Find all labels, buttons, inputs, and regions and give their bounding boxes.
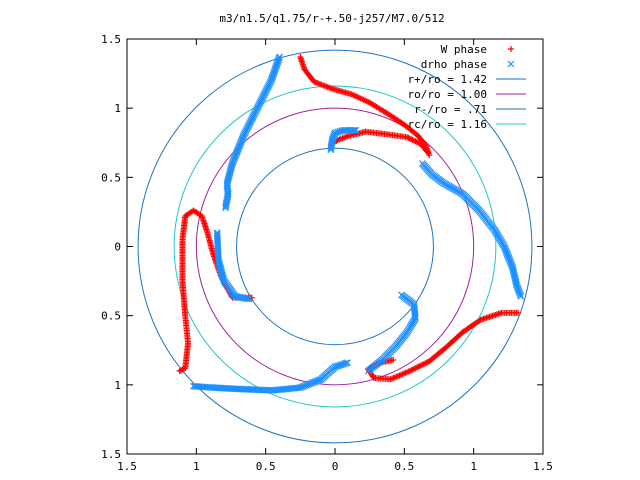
legend-label: r-/ro = .71 bbox=[414, 103, 487, 116]
w-phase-point bbox=[413, 139, 420, 146]
w-phase-point bbox=[415, 139, 422, 146]
legend-label: W phase bbox=[441, 43, 487, 56]
legend-label: r+/ro = 1.42 bbox=[408, 73, 487, 86]
w-phase-point bbox=[417, 141, 424, 148]
y-tick-label: 0.5 bbox=[101, 171, 121, 184]
w-phase-point bbox=[422, 360, 429, 367]
chart-title: m3/n1.5/q1.75/r-+.50-j257/M7.0/512 bbox=[219, 12, 444, 25]
w-phase-point bbox=[426, 152, 433, 159]
drho-phase-point bbox=[190, 382, 197, 390]
circle-3 bbox=[173, 85, 497, 408]
y-tick-label: 1.5 bbox=[101, 448, 121, 461]
w-phase-point bbox=[409, 366, 416, 373]
w-phase-point bbox=[412, 365, 419, 372]
reference-circles bbox=[137, 49, 533, 444]
w-phase-point bbox=[416, 363, 423, 370]
w-phase-point bbox=[415, 363, 422, 370]
x-tick-label: 1 bbox=[470, 460, 477, 473]
w-phase-point bbox=[417, 362, 424, 369]
w-phase-point bbox=[176, 368, 183, 374]
drho-phase-point bbox=[245, 295, 253, 303]
w-phase-point bbox=[413, 364, 420, 371]
drho-phase-point bbox=[517, 292, 525, 300]
w-phase-point bbox=[412, 138, 419, 145]
legend-label: drho phase bbox=[421, 58, 487, 71]
legend: W phase drho phase r+/ro = 1.42 ro/ro = 1.0… bbox=[408, 43, 526, 131]
circle-2 bbox=[236, 147, 434, 346]
circle-0 bbox=[137, 49, 533, 444]
w-phase-point bbox=[416, 140, 423, 147]
drho-phase-point bbox=[516, 291, 524, 299]
drho-phase-point bbox=[349, 126, 357, 134]
w-phase-point bbox=[408, 367, 415, 374]
drho-phase-point bbox=[191, 382, 199, 390]
drho-phase-point bbox=[352, 126, 360, 134]
data-series bbox=[176, 53, 525, 394]
w-phase-point bbox=[419, 361, 426, 368]
w-phase-point bbox=[424, 359, 431, 366]
w-phase-point bbox=[390, 356, 397, 363]
w-phase-point bbox=[426, 358, 433, 365]
axis-ticks: 1.5 1 0.5 0 0.5 1 1.51.510.500.511.5 bbox=[101, 33, 553, 473]
w-phase-point bbox=[423, 359, 430, 366]
drho-phase-point bbox=[364, 367, 372, 375]
w-phase-point bbox=[411, 365, 418, 372]
series-1 bbox=[190, 53, 525, 394]
y-tick-label: 1 bbox=[114, 379, 121, 392]
drho-phase-point bbox=[507, 60, 515, 68]
x-tick-label: 1 bbox=[193, 460, 200, 473]
x-tick-label: 1.5 bbox=[117, 460, 137, 473]
circle-1 bbox=[195, 107, 475, 386]
x-tick-label: 1.5 bbox=[533, 460, 553, 473]
drho-phase-point bbox=[222, 202, 230, 210]
x-tick-label: 0.5 bbox=[394, 460, 414, 473]
plot-frame bbox=[126, 38, 544, 455]
legend-label: rc/ro = 1.16 bbox=[408, 118, 487, 131]
drho-phase-point bbox=[244, 295, 251, 303]
w-phase-point bbox=[178, 367, 185, 374]
x-tick-label: 0.5 bbox=[256, 460, 276, 473]
w-phase-point bbox=[405, 134, 412, 141]
drho-phase-point bbox=[222, 204, 229, 212]
w-phase-point bbox=[179, 366, 186, 373]
legend-label: ro/ro = 1.00 bbox=[408, 88, 487, 101]
w-phase-point bbox=[420, 361, 427, 368]
y-tick-label: 1 bbox=[114, 102, 121, 115]
w-phase-point bbox=[411, 137, 418, 144]
w-phase-point bbox=[406, 135, 413, 142]
w-phase-point bbox=[408, 136, 415, 143]
w-phase-point bbox=[182, 365, 189, 372]
w-phase-point bbox=[508, 46, 514, 52]
w-phase-point bbox=[409, 136, 416, 143]
y-tick-label: 1.5 bbox=[101, 33, 121, 46]
w-phase-point bbox=[180, 365, 187, 372]
x-tick-label: 0 bbox=[332, 460, 339, 473]
y-tick-label: 0 bbox=[114, 241, 121, 254]
y-tick-label: 0.5 bbox=[101, 310, 121, 323]
drho-phase-point bbox=[350, 126, 358, 134]
